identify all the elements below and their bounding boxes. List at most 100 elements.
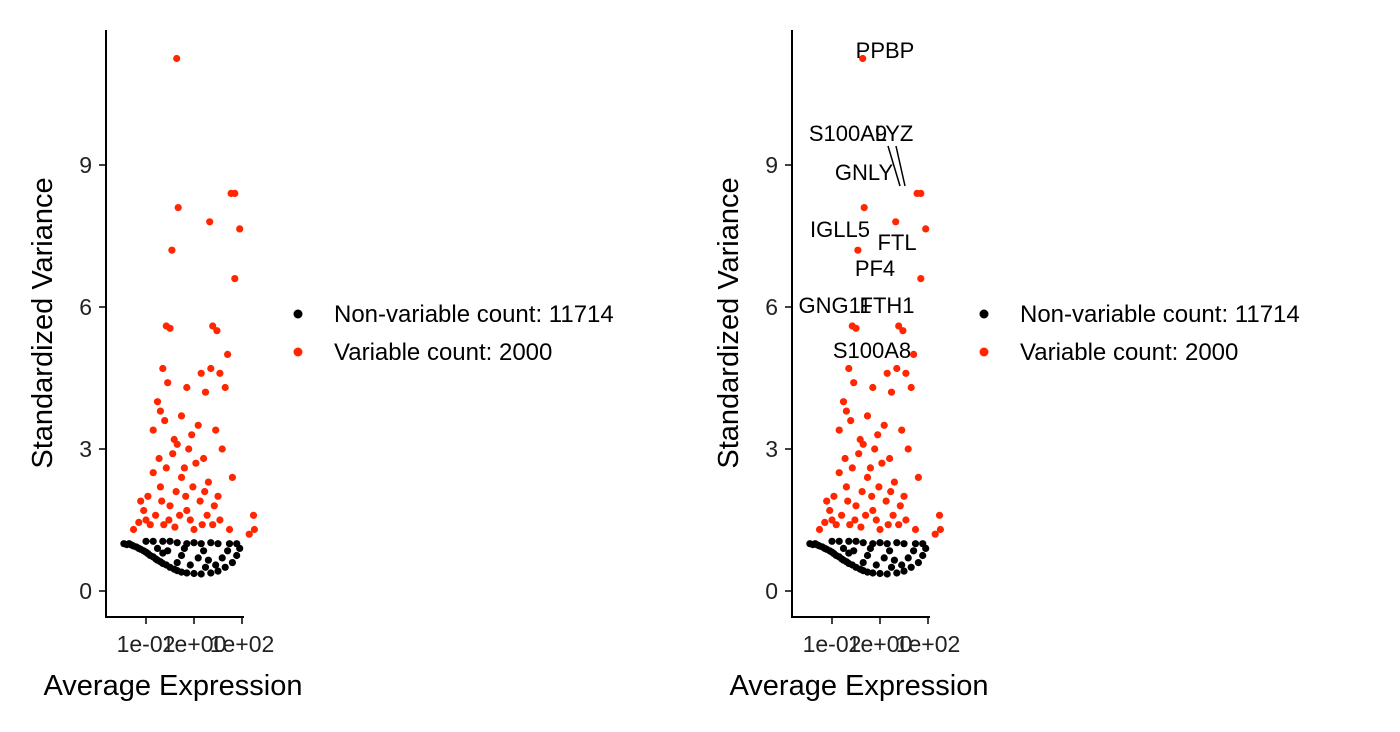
left-variable-point bbox=[225, 525, 234, 534]
right-variable-point bbox=[815, 525, 824, 534]
left-y-tick-label: 9 bbox=[79, 152, 92, 178]
right-variable-point bbox=[900, 492, 908, 500]
left-variable-point bbox=[185, 445, 193, 453]
right-variable-point bbox=[863, 412, 872, 420]
right-variable-point bbox=[902, 516, 910, 524]
right-variable-point bbox=[866, 464, 875, 472]
left-variable-point bbox=[177, 412, 186, 420]
left-nonvariable-point bbox=[233, 540, 241, 548]
left-nonvariable-point bbox=[177, 568, 186, 576]
left-nonvariable-points bbox=[120, 537, 244, 578]
left-legend-label-variable: Variable count: 2000 bbox=[334, 339, 552, 366]
right-variable-point bbox=[844, 497, 852, 505]
left-variable-point bbox=[159, 364, 167, 373]
right-variable-point bbox=[832, 521, 840, 529]
left-x-ticks: 1e-02 1e+00 1e+02 bbox=[117, 617, 274, 657]
left-x-tick-label: 1e+00 bbox=[162, 631, 227, 657]
left-variable-point bbox=[228, 473, 236, 481]
left-nonvariable-point bbox=[212, 561, 220, 569]
right-nonvariable-point bbox=[914, 559, 923, 567]
left-variable-point bbox=[206, 218, 214, 226]
left-variable-point bbox=[162, 464, 170, 472]
left-variable-point bbox=[192, 459, 200, 467]
left-variable-point bbox=[135, 518, 143, 527]
right-variable-point bbox=[841, 454, 849, 463]
left-variable-point bbox=[231, 189, 239, 197]
right-nonvariable-point bbox=[866, 544, 875, 553]
left-variable-point bbox=[173, 440, 181, 448]
left-variable-point bbox=[169, 450, 177, 458]
right-legend-key-variable bbox=[979, 347, 989, 357]
left-nonvariable-point bbox=[204, 556, 212, 564]
left-nonvariable-point bbox=[183, 569, 191, 577]
left-nonvariable-point bbox=[173, 539, 181, 547]
gene-label-igll5: IGLL5 bbox=[810, 217, 870, 242]
right-variable-point bbox=[883, 369, 891, 377]
right-variable-point bbox=[880, 421, 888, 429]
gene-label-gng11: GNG11 bbox=[799, 293, 872, 318]
left-nonvariable-point bbox=[200, 547, 208, 555]
left-variable-point bbox=[190, 525, 198, 534]
left-nonvariable-point bbox=[166, 537, 174, 545]
right-variable-point bbox=[859, 440, 867, 448]
left-nonvariable-point bbox=[233, 551, 241, 560]
left-nonvariable-point bbox=[221, 563, 229, 571]
left-variable-point bbox=[183, 383, 191, 392]
left-variable-point bbox=[196, 497, 204, 505]
left-variable-point bbox=[158, 497, 166, 505]
left-variable-point bbox=[155, 454, 163, 463]
left-variable-point bbox=[213, 327, 221, 335]
left-variable-point bbox=[209, 322, 217, 330]
gene-label-gnly: GNLY bbox=[835, 160, 894, 185]
left-variable-point bbox=[173, 54, 181, 63]
right-legend-label-variable: Variable count: 2000 bbox=[1020, 339, 1238, 366]
left-variable-point bbox=[189, 483, 197, 491]
left-variable-point bbox=[153, 398, 162, 406]
left-variable-point bbox=[245, 530, 253, 538]
left-variable-point bbox=[197, 369, 205, 377]
left-variable-point bbox=[164, 379, 172, 387]
right-nonvariable-point bbox=[852, 537, 860, 545]
left-variable-point bbox=[183, 506, 191, 515]
left-legend-label-non-variable: Non-variable count: 11714 bbox=[334, 301, 614, 328]
left-nonvariable-point bbox=[214, 567, 222, 575]
left-variable-point bbox=[200, 454, 208, 463]
right-nonvariable-point bbox=[863, 551, 872, 560]
left-y-tick-label: 6 bbox=[79, 294, 92, 320]
right-variable-point bbox=[835, 426, 843, 434]
left-nonvariable-point bbox=[197, 540, 205, 548]
right-nonvariable-point bbox=[839, 544, 848, 553]
left-variable-point bbox=[161, 417, 169, 425]
left-variable-point bbox=[149, 469, 157, 477]
right-y-ticks: 0 3 6 9 bbox=[765, 152, 792, 604]
right-legend-label-non-variable: Non-variable count: 11714 bbox=[1020, 301, 1300, 328]
left-variable-point bbox=[207, 364, 215, 373]
right-variable-point bbox=[896, 502, 904, 510]
left-nonvariable-point bbox=[180, 544, 188, 553]
left-nonvariable-point bbox=[224, 547, 232, 555]
right-variable-points bbox=[815, 54, 945, 538]
right-x-axis-title: Average Expression bbox=[729, 670, 988, 702]
left-variable-point bbox=[144, 492, 152, 500]
right-variable-point bbox=[868, 492, 876, 500]
right-variable-point bbox=[854, 246, 862, 254]
left-variable-point bbox=[174, 204, 182, 212]
right-nonvariable-point bbox=[876, 569, 884, 578]
right-variable-point bbox=[871, 445, 879, 453]
right-variable-point bbox=[821, 518, 829, 527]
left-legend-key-variable bbox=[293, 347, 303, 357]
left-nonvariable-point bbox=[149, 537, 157, 545]
right-variable-point bbox=[907, 383, 915, 392]
right-nonvariable-point bbox=[883, 570, 891, 578]
right-nonvariable-point bbox=[900, 567, 908, 575]
right-nonvariable-point bbox=[835, 537, 843, 545]
right-x-tick-label: 1e-02 bbox=[803, 631, 862, 657]
right-variable-point bbox=[917, 275, 925, 283]
right-nonvariable-point bbox=[859, 559, 867, 567]
left-nonvariable-point bbox=[190, 569, 198, 578]
gene-label-ftl: FTL bbox=[877, 230, 916, 255]
left-nonvariable-point bbox=[207, 569, 215, 577]
left-variable-point bbox=[156, 483, 164, 491]
left-nonvariable-point bbox=[228, 559, 236, 567]
